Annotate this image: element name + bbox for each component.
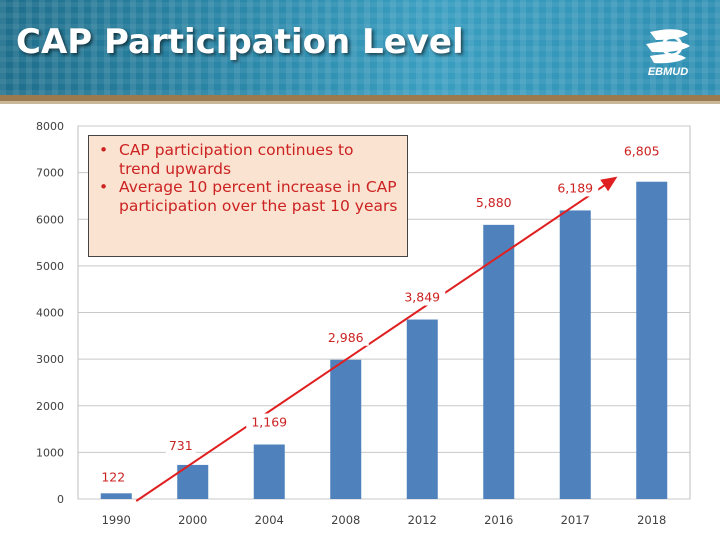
trend-layer xyxy=(135,176,618,502)
logo-text: EBMUD xyxy=(647,66,689,78)
bar xyxy=(100,493,132,499)
bullet-item: • Average 10 percent increase in CAP part… xyxy=(99,178,399,215)
callout-box: • CAP participation continues to trend up… xyxy=(88,135,408,257)
header-pattern xyxy=(0,0,720,95)
data-label-bg xyxy=(246,413,293,431)
bar-layer xyxy=(100,181,668,500)
header-stripe-light xyxy=(0,101,720,104)
data-label-bg xyxy=(98,468,129,486)
x-tick-label: 2017 xyxy=(561,513,590,527)
data-label: 3,849 xyxy=(404,290,440,305)
trend-arrow xyxy=(135,176,618,502)
bullet-icon: • xyxy=(99,141,109,159)
header-stripe xyxy=(0,95,720,101)
bar xyxy=(253,444,285,499)
y-tick-label: 3000 xyxy=(36,353,64,366)
x-tick-label: 2008 xyxy=(331,513,360,527)
data-label-bg xyxy=(399,288,446,306)
data-label: 731 xyxy=(169,438,193,453)
axis-layer: 0 1000 2000 3000 4000 5000 6000 7000 8000 1990 200… xyxy=(36,120,666,527)
page-title: CAP Participation Level xyxy=(16,22,464,62)
data-label: 122 xyxy=(101,469,125,484)
bar xyxy=(636,181,668,500)
data-label-bg xyxy=(165,436,196,454)
data-label-bg xyxy=(552,179,599,197)
x-tick-label: 1990 xyxy=(102,513,131,527)
x-tick-label: 2016 xyxy=(484,513,513,527)
y-tick-label: 5000 xyxy=(36,260,64,273)
y-tick-label: 4000 xyxy=(36,307,64,320)
x-tick-label: 2018 xyxy=(637,513,666,527)
data-label: 6,189 xyxy=(557,180,593,195)
data-label: 6,805 xyxy=(624,144,660,159)
bar xyxy=(483,224,515,499)
bullet-text-2: Average 10 percent increase in CAP parti… xyxy=(119,178,398,215)
data-label-bg xyxy=(322,328,369,346)
bullet-item: • CAP participation continues to trend up… xyxy=(99,141,399,178)
x-tick-label: 2004 xyxy=(255,513,284,527)
logo-icon xyxy=(646,29,690,64)
bar xyxy=(406,319,438,499)
x-tick-label: 2012 xyxy=(408,513,437,527)
ebmud-logo: EBMUD xyxy=(636,26,700,80)
data-label: 1,169 xyxy=(251,414,287,429)
bullet-text-1: CAP participation continues to trend upw… xyxy=(119,141,354,178)
y-tick-label: 7000 xyxy=(36,167,64,180)
data-label-bg xyxy=(470,193,517,211)
y-tick-label: 1000 xyxy=(36,446,64,459)
header-banner: CAP Participation Level EBMUD xyxy=(0,0,720,95)
bar xyxy=(330,359,362,499)
data-label: 2,986 xyxy=(328,330,364,345)
data-label-bg xyxy=(618,142,665,160)
x-tick-label: 2000 xyxy=(178,513,207,527)
y-tick-label: 0 xyxy=(57,493,64,506)
bullet-icon: • xyxy=(99,178,109,196)
y-tick-label: 2000 xyxy=(36,400,64,413)
label-layer: 122 731 1,169 2,986 3,849 5,880 6,189 6,805 xyxy=(98,142,665,486)
y-tick-label: 8000 xyxy=(36,120,64,133)
y-tick-label: 6000 xyxy=(36,213,64,226)
bar xyxy=(559,210,591,500)
data-label: 5,880 xyxy=(476,195,512,210)
